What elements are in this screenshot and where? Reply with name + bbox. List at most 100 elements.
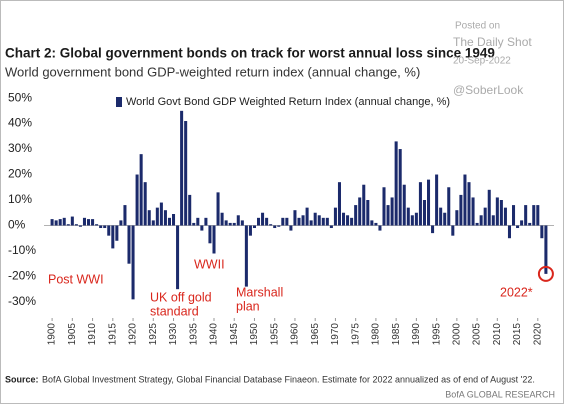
bar: [139, 154, 143, 226]
bar: [172, 214, 176, 226]
bar: [91, 219, 95, 226]
bar: [447, 187, 451, 226]
bar: [228, 222, 232, 226]
x-tick-label: 1970: [330, 323, 341, 346]
bar: [507, 225, 511, 239]
y-tick-label: -20%: [8, 269, 36, 283]
bar: [378, 225, 382, 231]
bar: [273, 225, 277, 229]
bar: [66, 224, 70, 226]
bar: [240, 220, 244, 226]
x-tick-label: 1925: [148, 323, 159, 346]
bar: [354, 205, 358, 226]
bar: [62, 217, 66, 226]
bar: [333, 207, 337, 226]
x-tick-label: 2005: [472, 323, 483, 346]
bar: [414, 212, 418, 226]
bar: [435, 174, 439, 226]
legend-swatch: [116, 97, 122, 107]
bar: [95, 224, 99, 226]
bar: [516, 225, 520, 229]
bar: [180, 110, 184, 226]
bar: [479, 215, 483, 226]
bar: [236, 215, 240, 226]
bar: [293, 210, 297, 226]
bar: [329, 225, 333, 229]
source: BofA Global Investment Strategy, Global …: [42, 374, 535, 384]
x-tick-label: 1915: [107, 323, 118, 346]
annotation: standard: [150, 304, 199, 318]
footer: BofA GLOBAL RESEARCH: [445, 389, 555, 399]
bar: [313, 212, 317, 226]
bar: [257, 217, 261, 226]
bar: [155, 207, 159, 226]
bar: [342, 212, 346, 226]
bar: [220, 212, 224, 226]
x-tick-label: 2015: [512, 323, 523, 346]
bar: [305, 207, 309, 226]
bar: [512, 205, 516, 226]
bar: [520, 220, 524, 226]
bar: [131, 225, 135, 300]
bar: [70, 216, 74, 226]
annotation: Post WWI: [48, 272, 104, 286]
x-tick-label: 1955: [269, 323, 280, 346]
bar: [111, 225, 115, 249]
bar: [285, 217, 289, 226]
bar: [127, 225, 131, 264]
bar: [265, 217, 269, 226]
bar: [362, 184, 366, 226]
bar: [439, 207, 443, 226]
x-tick-label: 1960: [290, 323, 301, 346]
bar: [244, 225, 248, 287]
y-tick-label: 10%: [8, 192, 32, 206]
source-label: Source:: [5, 374, 39, 384]
bar: [317, 215, 321, 226]
bar: [123, 205, 127, 226]
bar: [503, 207, 507, 226]
bar: [196, 217, 200, 226]
x-tick-label: 1995: [431, 323, 442, 346]
legend-label: World Govt Bond GDP Weighted Return Inde…: [126, 96, 450, 108]
bar: [394, 141, 398, 226]
bar: [366, 200, 370, 226]
bar: [232, 222, 236, 226]
bar: [483, 207, 487, 226]
bar: [382, 187, 386, 226]
y-tick-label: 30%: [8, 141, 32, 155]
x-tick-label: 1900: [47, 323, 58, 346]
y-tick-label: 20%: [8, 167, 32, 181]
x-tick-label: 1980: [371, 323, 382, 346]
y-tick-label: -30%: [8, 294, 36, 308]
bar: [427, 179, 431, 226]
bar: [184, 121, 188, 226]
bar: [455, 210, 459, 226]
bar: [410, 215, 414, 226]
x-tick-label: 2010: [492, 323, 503, 346]
bar: [252, 225, 256, 229]
bar: [528, 222, 532, 226]
bar: [54, 220, 58, 226]
bar: [269, 224, 273, 226]
bar: [147, 210, 151, 226]
bar: [422, 200, 426, 226]
bar: [143, 182, 147, 226]
watermark: The Daily Shot: [453, 35, 532, 49]
bar: [463, 174, 467, 226]
annotation: UK off gold: [150, 290, 212, 304]
annotation: 2022*: [500, 285, 533, 299]
bar: [188, 194, 192, 226]
bar: [325, 217, 329, 226]
chart-title: Chart 2: Global government bonds on trac…: [5, 46, 495, 61]
bar: [406, 207, 410, 226]
bar: [301, 215, 305, 226]
bar: [176, 225, 180, 290]
bar: [358, 197, 362, 226]
bar: [402, 184, 406, 226]
bar: [467, 182, 471, 226]
bar: [459, 194, 463, 226]
x-tick-label: 2020: [532, 323, 543, 346]
x-tick-label: 1965: [310, 323, 321, 346]
bar: [151, 220, 155, 226]
bar: [390, 197, 394, 226]
